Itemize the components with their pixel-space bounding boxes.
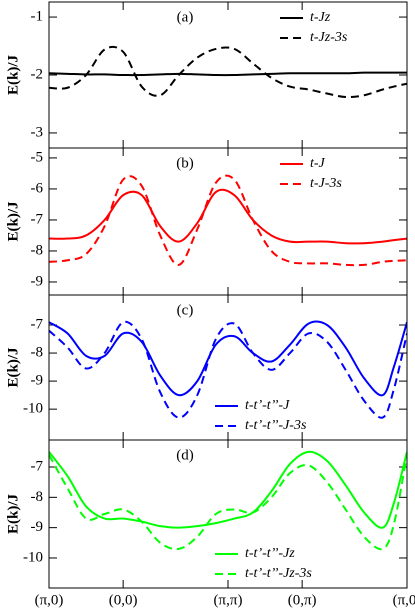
panel-label: (a) xyxy=(177,9,194,25)
y-tick-label: -8 xyxy=(31,242,44,258)
y-tick-label: -7 xyxy=(31,458,44,474)
series-line xyxy=(49,454,407,551)
series-line xyxy=(49,71,407,77)
panel-label: (d) xyxy=(176,447,194,463)
y-tick-label: -10 xyxy=(23,549,43,565)
series-line xyxy=(49,174,407,267)
y-axis-label: E(k)/J xyxy=(5,347,21,388)
y-tick-label: -8 xyxy=(31,344,44,360)
y-tick-label: -9 xyxy=(31,519,44,535)
y-tick-label: -5 xyxy=(31,149,44,165)
x-tick-label: (0,0) xyxy=(109,592,138,608)
legend-label: t-J-3s xyxy=(310,176,342,191)
y-tick-label: -7 xyxy=(31,211,44,227)
plot-frame xyxy=(48,294,408,441)
legend-label: t-J xyxy=(310,156,326,171)
series-line xyxy=(49,45,407,99)
y-tick-label: -10 xyxy=(23,401,43,417)
series-line xyxy=(49,320,407,397)
y-axis-label: E(k)/J xyxy=(5,55,21,96)
legend-label: t-Jz xyxy=(310,10,331,25)
legend-label: t-t’-t’’-J-3s xyxy=(245,418,307,433)
y-tick-label: -9 xyxy=(31,273,44,289)
panel-label: (c) xyxy=(177,302,194,318)
series-line xyxy=(49,320,407,419)
x-tick-label: (π,π) xyxy=(214,592,243,608)
y-tick-label: -1 xyxy=(31,9,44,25)
x-tick-label: (0,π) xyxy=(288,592,317,608)
y-tick-label: -9 xyxy=(31,373,44,389)
y-tick-label: -2 xyxy=(31,66,44,82)
panel-label: (b) xyxy=(176,155,194,171)
legend-label: t-t’-t’’-Jz-3s xyxy=(245,566,312,581)
y-tick-label: -8 xyxy=(31,489,44,505)
series-line xyxy=(49,188,407,245)
y-axis-label: E(k)/J xyxy=(5,494,21,535)
legend-label: t-t’-t’’-Jz xyxy=(245,546,295,561)
legend-label: t-Jz-3s xyxy=(310,30,348,45)
legend-label: t-t’-t’’-J xyxy=(245,398,290,413)
y-tick-label: -3 xyxy=(31,124,44,140)
plot-frame xyxy=(48,439,408,589)
y-tick-label: -7 xyxy=(31,316,44,332)
series-line xyxy=(49,450,407,529)
y-axis-label: E(k)/J xyxy=(5,201,21,242)
x-tick-label: (π,0) xyxy=(35,592,64,608)
y-tick-label: -6 xyxy=(31,180,44,196)
x-tick-label: (π,0) xyxy=(393,592,415,608)
